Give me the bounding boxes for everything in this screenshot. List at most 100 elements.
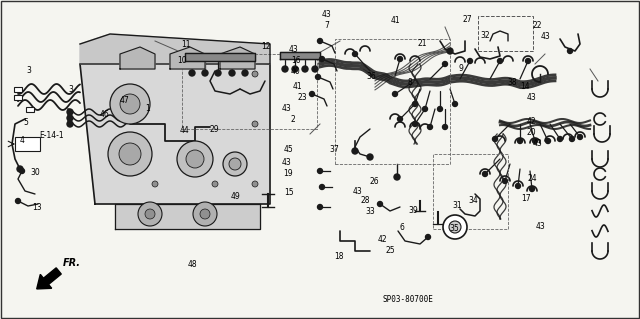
Circle shape — [545, 138, 550, 144]
Circle shape — [317, 204, 323, 210]
Text: 3: 3 — [68, 85, 73, 94]
Circle shape — [252, 181, 258, 187]
Circle shape — [215, 70, 221, 76]
Text: 9: 9 — [458, 64, 463, 73]
Polygon shape — [280, 52, 320, 59]
Text: 31: 31 — [452, 201, 463, 210]
Text: 12: 12 — [261, 42, 270, 51]
Circle shape — [426, 234, 431, 240]
Text: 48: 48 — [187, 260, 197, 269]
Circle shape — [19, 168, 24, 174]
Circle shape — [119, 143, 141, 165]
Text: 43: 43 — [282, 158, 292, 167]
Circle shape — [110, 84, 150, 124]
Text: SP03-80700E: SP03-80700E — [383, 295, 434, 304]
Circle shape — [67, 109, 73, 115]
Text: 41: 41 — [292, 82, 303, 91]
Text: 27: 27 — [462, 15, 472, 24]
Bar — [15, 137, 40, 151]
Circle shape — [145, 209, 155, 219]
Circle shape — [525, 58, 531, 63]
Circle shape — [568, 48, 573, 54]
Circle shape — [532, 138, 538, 144]
Text: 44: 44 — [179, 126, 189, 135]
Circle shape — [316, 75, 321, 79]
Text: 15: 15 — [284, 189, 294, 197]
Text: 49: 49 — [230, 192, 241, 201]
Text: 47: 47 — [120, 96, 130, 105]
Text: 43: 43 — [352, 187, 362, 196]
Circle shape — [438, 107, 442, 112]
Circle shape — [449, 221, 461, 233]
Text: 41: 41 — [390, 16, 401, 25]
Circle shape — [570, 137, 575, 142]
Text: 43: 43 — [282, 104, 292, 113]
Circle shape — [392, 92, 397, 97]
Circle shape — [529, 187, 534, 191]
Text: 26: 26 — [369, 177, 380, 186]
Circle shape — [15, 198, 20, 204]
Circle shape — [443, 215, 467, 239]
Circle shape — [353, 51, 358, 56]
Circle shape — [397, 116, 403, 122]
Circle shape — [493, 137, 497, 142]
Circle shape — [67, 121, 73, 127]
Text: 42: 42 — [526, 117, 536, 126]
Text: 43: 43 — [532, 139, 543, 148]
Circle shape — [202, 70, 208, 76]
Text: 35: 35 — [449, 224, 460, 233]
Circle shape — [138, 202, 162, 226]
Text: 20: 20 — [526, 128, 536, 137]
Text: 38: 38 — [507, 78, 517, 87]
Circle shape — [483, 172, 488, 176]
Text: 17: 17 — [521, 194, 531, 203]
Text: E-14-1: E-14-1 — [39, 131, 63, 140]
Bar — [182, 54, 317, 129]
Text: 29: 29 — [209, 125, 220, 134]
Circle shape — [397, 56, 403, 62]
Circle shape — [242, 70, 248, 76]
Text: 46: 46 — [99, 110, 109, 119]
Bar — [26, 107, 34, 112]
Text: 13: 13 — [32, 203, 42, 212]
Circle shape — [177, 141, 213, 177]
Text: 37: 37 — [329, 145, 339, 154]
Circle shape — [229, 158, 241, 170]
Circle shape — [317, 168, 323, 174]
Text: 40: 40 — [291, 67, 301, 76]
Text: 28: 28 — [360, 197, 369, 205]
Circle shape — [200, 209, 210, 219]
Text: 8: 8 — [407, 78, 412, 87]
Text: 36: 36 — [366, 72, 376, 81]
Circle shape — [413, 101, 417, 107]
Circle shape — [317, 39, 323, 43]
Bar — [478, 16, 533, 51]
Text: 43: 43 — [536, 222, 546, 231]
Text: 30: 30 — [30, 168, 40, 177]
Circle shape — [282, 66, 288, 72]
Circle shape — [108, 132, 152, 176]
Text: 32: 32 — [480, 31, 490, 40]
Circle shape — [212, 181, 218, 187]
Circle shape — [497, 58, 502, 63]
Text: 33: 33 — [365, 207, 375, 216]
Text: 23: 23 — [297, 93, 307, 102]
Polygon shape — [120, 47, 155, 69]
Circle shape — [17, 166, 23, 172]
Circle shape — [352, 148, 358, 154]
Text: 24: 24 — [527, 174, 538, 183]
Circle shape — [515, 183, 520, 189]
Text: 39: 39 — [408, 206, 418, 215]
Text: FR.: FR. — [63, 258, 81, 268]
Circle shape — [193, 202, 217, 226]
Circle shape — [378, 202, 383, 206]
Text: 43: 43 — [526, 93, 536, 102]
Circle shape — [452, 101, 458, 107]
Text: 6: 6 — [399, 223, 404, 232]
Text: 10: 10 — [177, 56, 188, 65]
Circle shape — [186, 150, 204, 168]
Circle shape — [312, 66, 318, 72]
Circle shape — [442, 124, 447, 130]
Bar — [335, 39, 450, 164]
Circle shape — [252, 71, 258, 77]
